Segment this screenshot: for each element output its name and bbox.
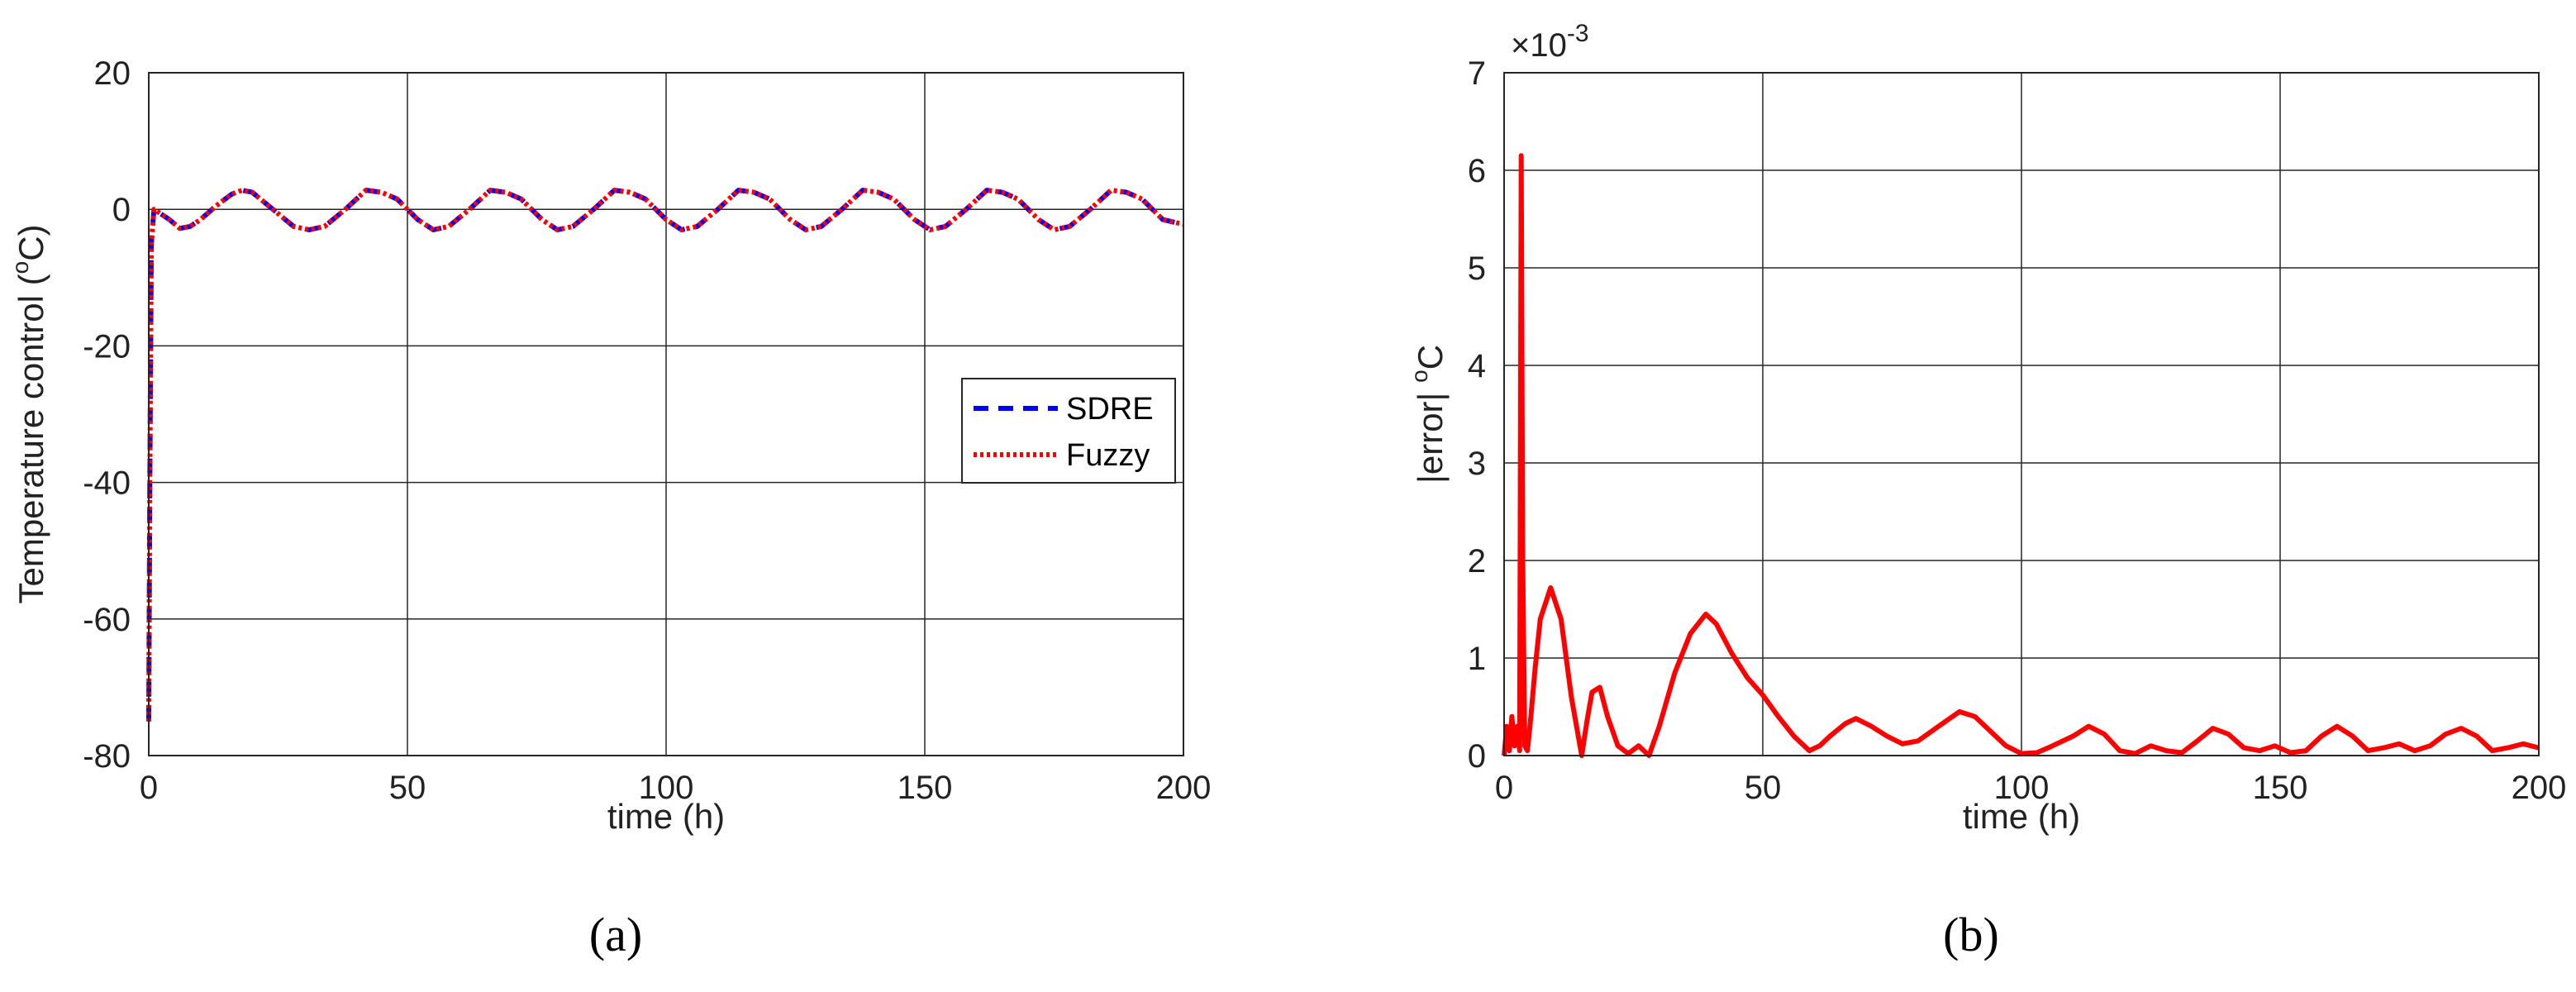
legend-box: [961, 378, 1176, 484]
panel-b-y-tick-label: 1: [1468, 641, 1486, 677]
panel-a-lines: [146, 188, 1184, 722]
panel-b-y-tick-label: 0: [1468, 738, 1486, 775]
panel-b-y-label-main: |error|: [1411, 383, 1450, 484]
panel-a-y-ticks: -80 -60 -40 -20 0 20: [83, 55, 131, 775]
panel-a-series-fuzzy: [146, 188, 1184, 722]
panel-b-y-label-sup: o: [1407, 370, 1432, 383]
panel-b-y-tick-label: 6: [1468, 153, 1486, 189]
panel-b-y-axis-label: |error| oC: [1407, 345, 1450, 484]
panel-b-scale-exponent: -3: [1567, 20, 1589, 47]
panel-a-caption: (a): [589, 908, 642, 961]
panel-b-series-0: [1502, 153, 2540, 758]
panel-a-y-tick-label: -40: [83, 465, 131, 502]
panel-a: 0 50 100 150 200 -80 -60 -40 -20 0 20 time (h) Te…: [7, 55, 1211, 961]
panel-b: 0 50 100 150 200 0 1 2 3 4 5 6 7 ×10-3 time (h) |er…: [1407, 20, 2566, 961]
panel-a-frame: [148, 72, 1184, 756]
panel-a-y-tick-label: -20: [83, 328, 131, 365]
panel-a-x-ticks: 0 50 100 150 200: [140, 770, 1212, 806]
panel-b-x-ticks: 0 50 100 150 200: [1495, 770, 2567, 806]
legend-label-sdre: SDRE: [1066, 392, 1154, 427]
panel-b-y-tick-label: 2: [1468, 543, 1486, 579]
panel-b-x-tick-label: 100: [1994, 770, 2050, 806]
panel-a-y-tick-label: 0: [112, 192, 131, 228]
panel-a-y-tick-label: -60: [83, 602, 131, 638]
panel-b-x-tick-label: 50: [1745, 770, 1782, 806]
panel-b-caption: (b): [1943, 908, 1999, 961]
panel-b-y-label-end: C: [1411, 345, 1450, 370]
legend: SDRE Fuzzy: [961, 378, 1176, 484]
panel-b-y-tick-label: 5: [1468, 250, 1486, 287]
panel-a-y-label-main: Temperature control (: [12, 274, 50, 603]
panel-b-y-tick-label: 4: [1468, 348, 1486, 384]
legend-label-fuzzy: Fuzzy: [1066, 438, 1150, 473]
panel-a-y-tick-label: -80: [83, 738, 131, 775]
panel-a-x-axis-label: time (h): [607, 797, 725, 836]
panel-b-x-tick-label: 0: [1495, 770, 1513, 806]
panel-b-y-scale-factor: ×10-3: [1511, 20, 1589, 64]
panel-b-x-tick-label: 200: [2512, 770, 2567, 806]
panel-b-y-ticks: 0 1 2 3 4 5 6 7: [1468, 55, 1486, 775]
panel-b-frame: [1503, 72, 2540, 756]
panel-b-lines: [1502, 153, 2540, 758]
panel-a-x-tick-label: 200: [1156, 770, 1212, 806]
panel-b-y-tick-label: 7: [1468, 55, 1486, 92]
panel-a-y-axis-label: Temperature control (oC): [7, 224, 50, 603]
panel-a-x-tick-label: 50: [389, 770, 426, 806]
panel-a-x-tick-label: 0: [140, 770, 158, 806]
panel-b-y-tick-label: 3: [1468, 446, 1486, 482]
panel-a-y-tick-label: 20: [94, 55, 131, 92]
panel-a-x-tick-label: 150: [898, 770, 953, 806]
panel-b-x-axis-label: time (h): [1963, 797, 2080, 836]
panel-a-y-label-sup: o: [7, 261, 33, 274]
panel-a-y-label-end: C): [12, 224, 50, 260]
panel-b-scale-base: ×10: [1511, 27, 1567, 64]
panel-b-x-tick-label: 150: [2253, 770, 2308, 806]
panel-a-x-tick-label: 100: [639, 770, 694, 806]
